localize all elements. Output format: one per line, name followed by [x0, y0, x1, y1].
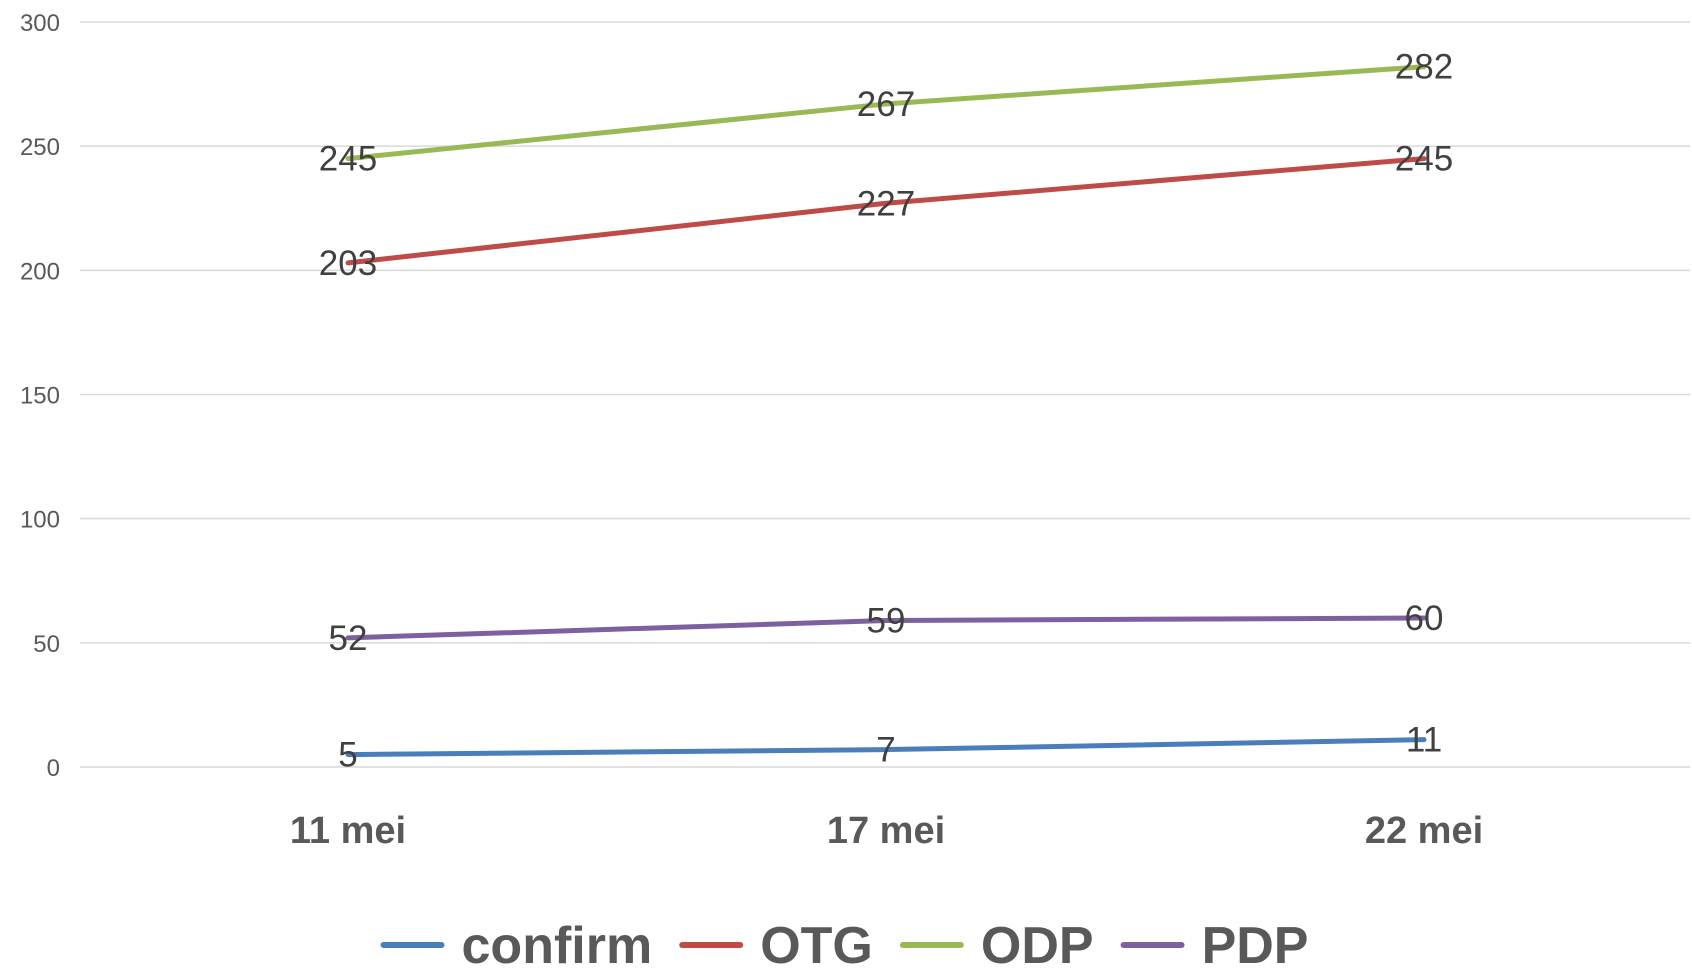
series-line-pdp — [345, 615, 1427, 641]
legend-item-pdp: PDP — [1120, 917, 1309, 969]
series-lines — [345, 64, 1427, 758]
y-tick-label: 100 — [20, 507, 60, 534]
y-tick-label: 300 — [20, 10, 60, 37]
series-line-odp — [345, 64, 1427, 162]
legend-label: PDP — [1202, 917, 1309, 969]
x-axis-ticks: 11 mei 17 mei 22 mei — [290, 810, 1483, 852]
data-label: 11 — [1406, 721, 1442, 760]
x-tick-label: 17 mei — [827, 810, 945, 852]
series-line-confirm — [345, 737, 1427, 758]
data-label: 52 — [329, 619, 368, 658]
data-label: 245 — [319, 140, 377, 179]
legend: confirm OTG ODP PDP — [380, 917, 1309, 969]
gridlines — [80, 21, 1690, 768]
x-tick-label: 22 mei — [1365, 810, 1483, 852]
data-label: 267 — [857, 85, 915, 124]
y-tick-label: 250 — [20, 134, 60, 161]
y-tick-label: 0 — [47, 755, 60, 782]
data-label: 7 — [876, 731, 895, 770]
y-axis-ticks: 0 50 100 150 200 250 300 — [20, 10, 60, 782]
data-label: 59 — [867, 601, 906, 640]
data-label: 203 — [319, 244, 377, 283]
y-tick-label: 50 — [33, 631, 60, 658]
data-label: 227 — [857, 184, 915, 223]
legend-label: OTG — [760, 917, 873, 969]
data-label: 245 — [1395, 140, 1453, 179]
data-label: 282 — [1395, 48, 1453, 87]
data-label: 5 — [338, 736, 357, 775]
legend-label: ODP — [981, 917, 1094, 969]
x-tick-label: 11 mei — [290, 810, 406, 852]
legend-item-confirm: confirm — [380, 917, 653, 969]
legend-item-otg: OTG — [679, 917, 873, 969]
data-labels: 5 7 11 203 227 245 245 267 282 52 59 60 — [319, 48, 1453, 775]
legend-item-odp: ODP — [899, 917, 1094, 969]
y-tick-label: 200 — [20, 258, 60, 285]
series-line-otg — [345, 156, 1427, 266]
data-label: 60 — [1405, 599, 1444, 638]
y-tick-label: 150 — [20, 383, 60, 410]
legend-label: confirm — [462, 917, 653, 969]
